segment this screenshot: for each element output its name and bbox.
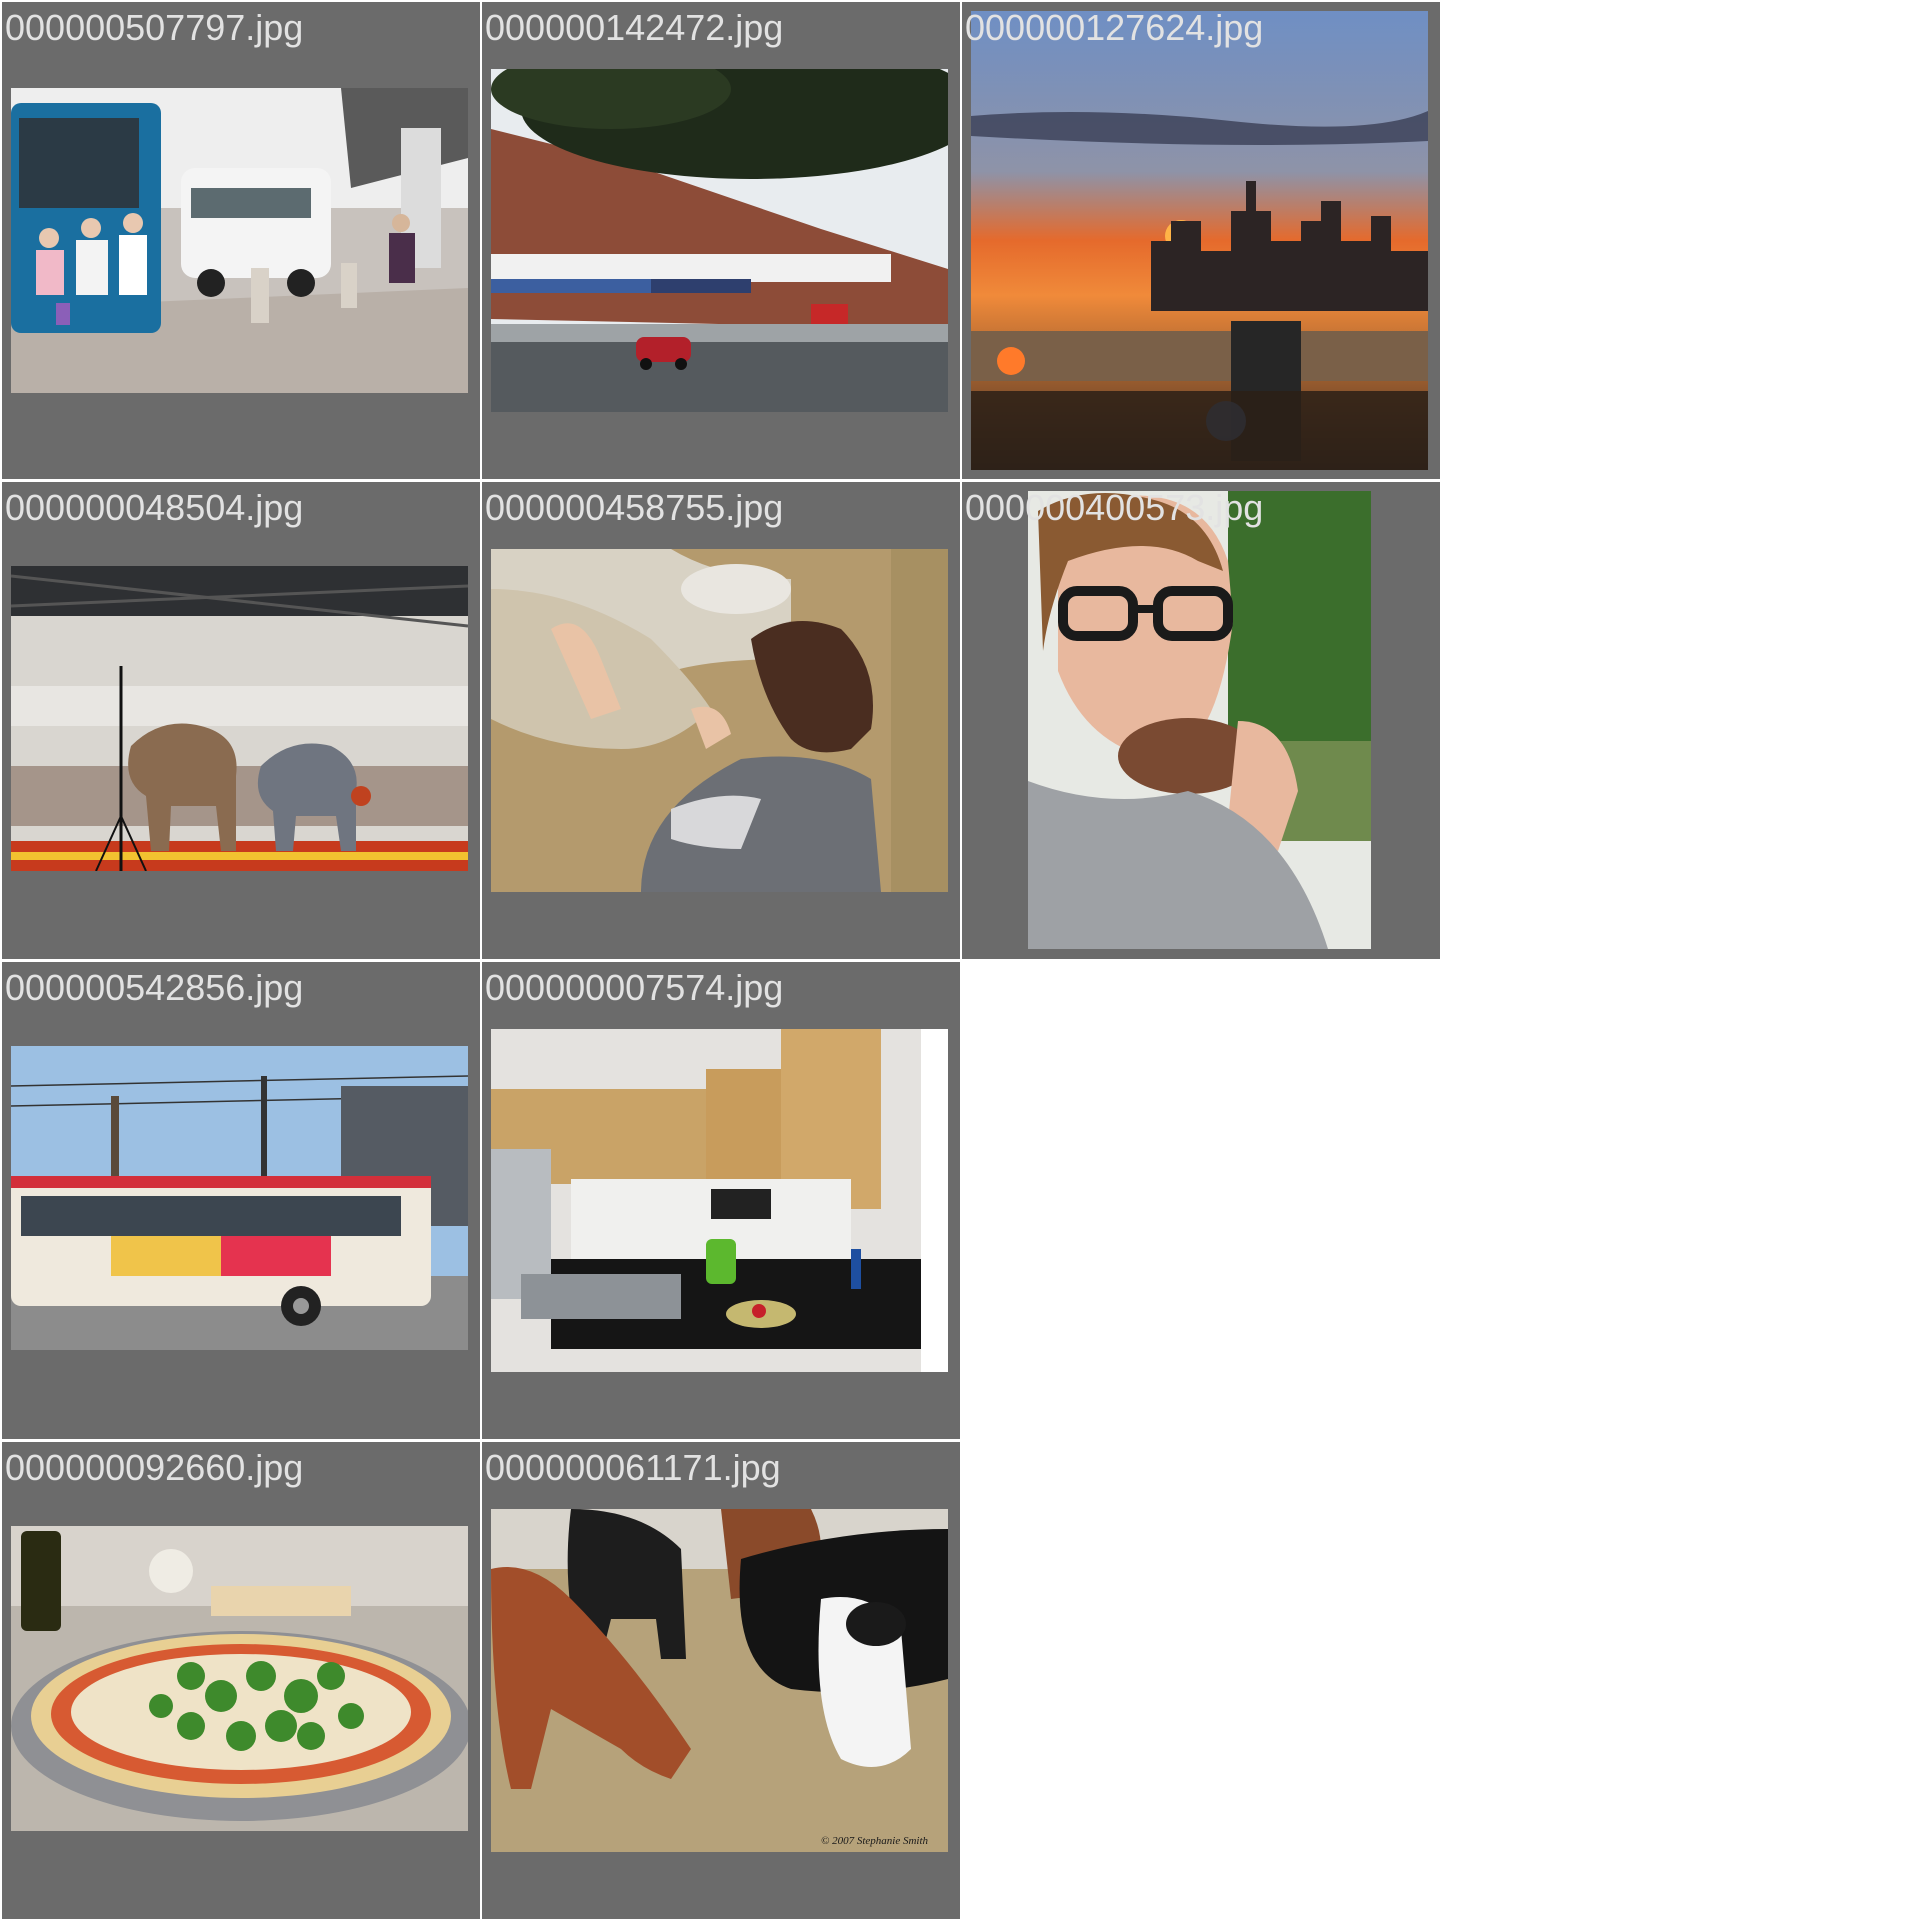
city-sunset-photo (971, 11, 1428, 470)
tile-filename: 000000007574.jpg (485, 967, 784, 1008)
girl-petting-sheep-photo (491, 549, 948, 892)
tile-filename: 000000458755.jpg (485, 487, 784, 528)
city-bus-photo (11, 1046, 468, 1350)
street-shops-photo (491, 69, 948, 412)
image-tile[interactable]: 000000092660.jpg (2, 1442, 480, 1919)
broccoli-pizza-photo (11, 1526, 468, 1831)
image-tile[interactable]: 000000007574.jpg (482, 962, 960, 1439)
circus-elephants-photo (11, 566, 468, 871)
tile-filename: 000000507797.jpg (5, 7, 304, 48)
bus-station-seniors-photo (11, 88, 468, 393)
image-tile[interactable]: 000000048504.jpg (2, 482, 480, 959)
man-eating-donut-photo (1028, 491, 1371, 949)
image-tile[interactable]: 000000507797.jpg (2, 2, 480, 479)
tile-filename: 000000048504.jpg (5, 487, 304, 528)
tile-filename: 000000542856.jpg (5, 967, 304, 1008)
image-tile[interactable]: 000000542856.jpg (2, 962, 480, 1439)
photo-credit: © 2007 Stephanie Smith (821, 1835, 929, 1847)
image-tile[interactable]: 000000400573.jpg (962, 482, 1440, 959)
image-tile[interactable]: 000000458755.jpg (482, 482, 960, 959)
kitchen-photo (491, 1029, 948, 1372)
tile-filename: 000000061171.jpg (485, 1447, 781, 1488)
image-tile[interactable]: 000000061171.jpg © 2007 Stephanie Smith (482, 1442, 960, 1919)
image-tile[interactable]: 000000127624.jpg (962, 2, 1440, 479)
tile-filename: 000000092660.jpg (5, 1447, 304, 1488)
tile-filename: 000000127624.jpg (965, 7, 1264, 48)
tile-filename: 000000400573.jpg (965, 487, 1264, 528)
image-tile[interactable]: 000000142472.jpg (482, 2, 960, 479)
cattle-eating-hay-photo: © 2007 Stephanie Smith (491, 1509, 948, 1852)
tile-filename: 000000142472.jpg (485, 7, 784, 48)
